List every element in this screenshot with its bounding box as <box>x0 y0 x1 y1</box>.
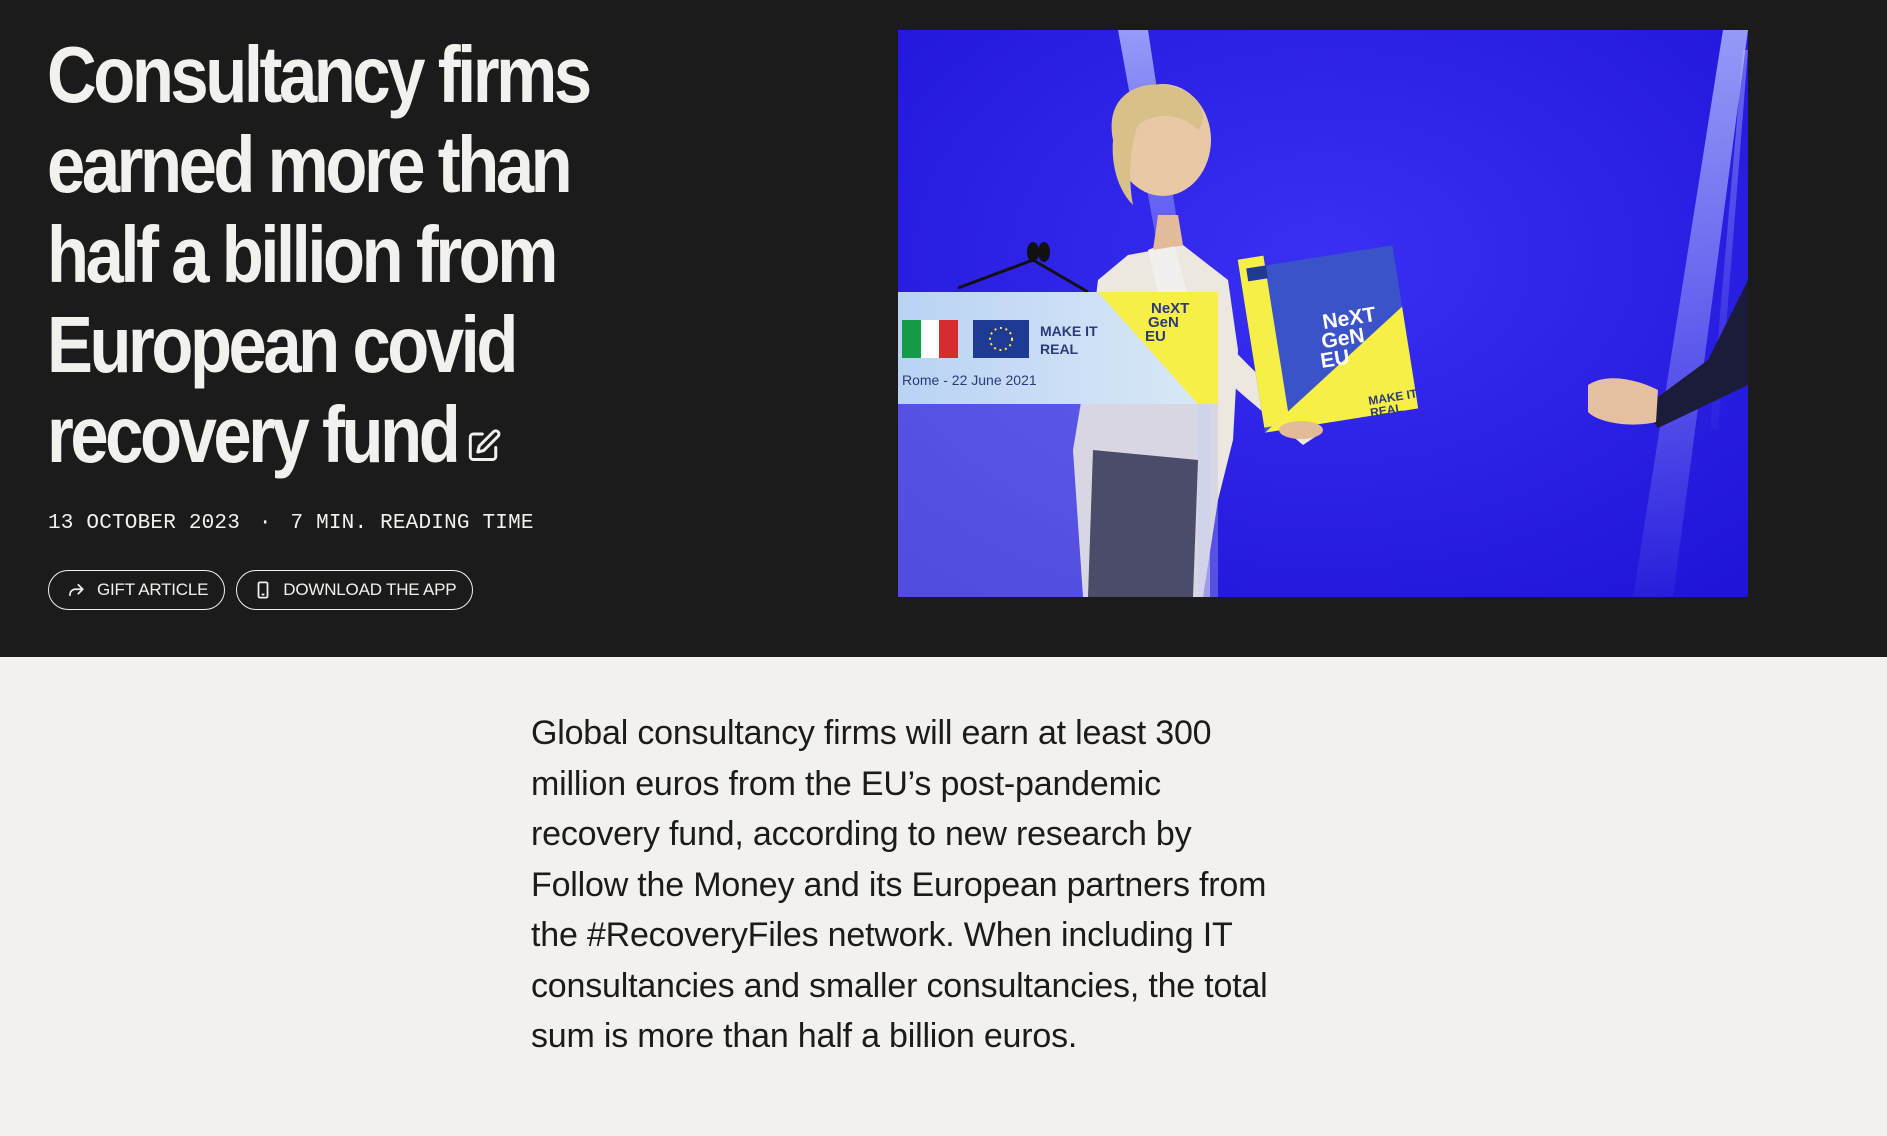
phone-icon <box>257 581 269 599</box>
folder-logo-line3: EU <box>1319 346 1351 373</box>
podium-logo-line3: EU <box>1145 328 1166 345</box>
speaker-hand <box>1279 421 1323 439</box>
article-photo: MAKE IT REAL Rome - 22 June 2021 NeXT Ge… <box>898 30 1748 597</box>
banner-make-it: MAKE IT <box>1040 323 1098 339</box>
article-actions: GIFT ARTICLE DOWNLOAD THE APP <box>48 570 474 610</box>
podium-stand <box>1198 402 1210 597</box>
article-header: Consultancy firms earned more than half … <box>0 0 1887 657</box>
folder-real: REAL <box>1369 401 1403 420</box>
eu-flag <box>973 320 1029 358</box>
article-headline: Consultancy firms earned more than half … <box>47 30 666 480</box>
podium-logo-line2: GeN <box>1148 314 1179 331</box>
podium-banner: MAKE IT REAL Rome - 22 June 2021 NeXT Ge… <box>898 292 1218 404</box>
download-app-button[interactable]: DOWNLOAD THE APP <box>236 570 474 610</box>
gift-article-label: GIFT ARTICLE <box>97 580 209 599</box>
banner-real: REAL <box>1040 341 1079 357</box>
podium-logo-line1: NeXT <box>1151 300 1189 317</box>
microphones <box>957 242 1089 294</box>
banner-caption: Rome - 22 June 2021 <box>902 372 1037 388</box>
reaching-arm <box>1588 280 1748 428</box>
reading-time: 7 MIN. READING TIME <box>290 512 534 535</box>
publish-date: 13 OCTOBER 2023 <box>48 512 241 535</box>
light-beam-right-2 <box>1710 50 1748 430</box>
gift-article-button[interactable]: GIFT ARTICLE <box>48 570 226 610</box>
download-app-label: DOWNLOAD THE APP <box>283 580 457 599</box>
share-arrow-icon <box>69 583 84 597</box>
light-beam-right <box>1633 30 1748 597</box>
article-meta: 13 OCTOBER 2023 · 7 MIN. READING TIME <box>48 512 534 535</box>
headline-text: Consultancy firms earned more than half … <box>47 30 592 479</box>
article-lead: Global consultancy firms will earn at le… <box>531 714 1268 1055</box>
nextgeneu-folder: NeXT GeN EU MAKE IT REAL <box>1237 245 1419 433</box>
edit-icon[interactable] <box>466 392 502 461</box>
meta-separator: · <box>258 512 272 535</box>
